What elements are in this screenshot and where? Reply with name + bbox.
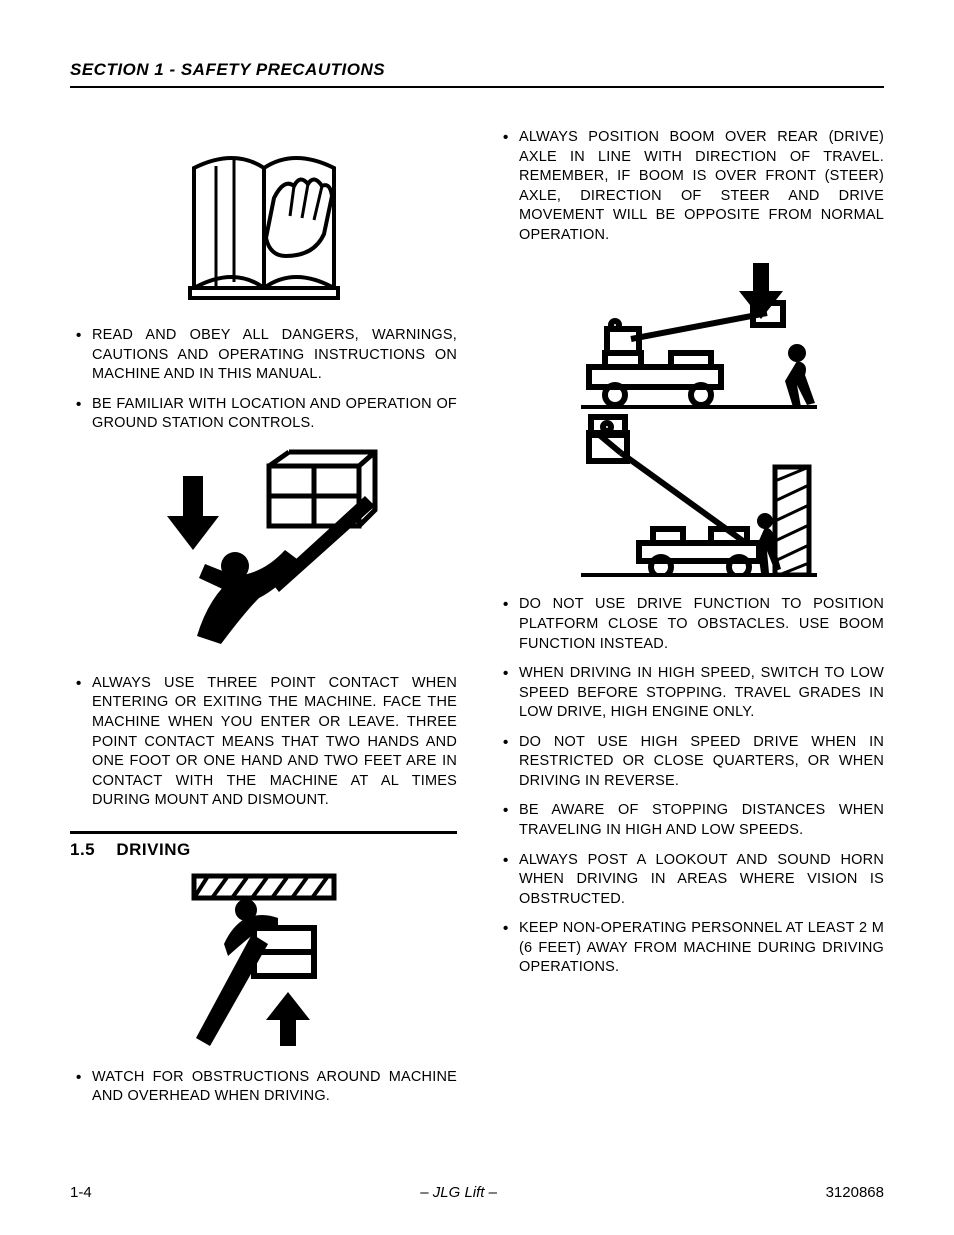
bullet-item: ALWAYS POST A LOOKOUT AND SOUND HORN WHE… [497,851,884,910]
bullet-item: KEEP NON-OPERATING PERSONNEL AT LEAST 2 … [497,919,884,978]
section-title: DRIVING [116,840,190,859]
section-header-text: SECTION 1 - SAFETY PRECAUTIONS [70,60,385,79]
figure-boom-forward-reverse [497,257,884,577]
footer-doc-number: 3120868 [826,1184,884,1201]
three-point-contact-icon [149,446,379,656]
overhead-hazard-icon [184,870,344,1050]
footer-brand: – JLG Lift – [420,1184,497,1201]
boom-forward-reverse-icon [561,257,821,577]
bullet-item: BE FAMILIAR WITH LOCATION AND OPERATION … [70,395,457,434]
bullet-item: READ AND OBEY ALL DANGERS, WARNINGS, CAU… [70,326,457,385]
bullet-item: ALWAYS POSITION BOOM OVER REAR (DRIVE) A… [497,128,884,245]
bullets-boom-position: ALWAYS POSITION BOOM OVER REAR (DRIVE) A… [497,128,884,245]
bullets-read-manual: READ AND OBEY ALL DANGERS, WARNINGS, CAU… [70,326,457,434]
figure-read-manual [70,138,457,308]
bullet-item: WATCH FOR OBSTRUCTIONS AROUND MACHINE AN… [70,1068,457,1107]
bullet-item: DO NOT USE DRIVE FUNCTION TO POSITION PL… [497,595,884,654]
figure-three-point-contact [70,446,457,656]
left-column: READ AND OBEY ALL DANGERS, WARNINGS, CAU… [70,128,457,1119]
bullet-item: WHEN DRIVING IN HIGH SPEED, SWITCH TO LO… [497,664,884,723]
right-column: ALWAYS POSITION BOOM OVER REAR (DRIVE) A… [497,128,884,1119]
section-number: 1.5 [70,840,95,859]
bullet-item: BE AWARE OF STOPPING DISTANCES WHEN TRAV… [497,801,884,840]
bullets-three-point: ALWAYS USE THREE POINT CONTACT WHEN ENTE… [70,674,457,811]
figure-overhead-crush [70,870,457,1050]
bullets-driving-overhead: WATCH FOR OBSTRUCTIONS AROUND MACHINE AN… [70,1068,457,1107]
section-header: SECTION 1 - SAFETY PRECAUTIONS [70,60,884,88]
footer-page-number: 1-4 [70,1184,92,1201]
section-1-5-heading: 1.5 DRIVING [70,831,457,860]
open-book-hand-icon [174,138,354,308]
page-footer: 1-4 – JLG Lift – 3120868 [70,1184,884,1201]
page: SECTION 1 - SAFETY PRECAUTIONS [0,0,954,1235]
two-column-layout: READ AND OBEY ALL DANGERS, WARNINGS, CAU… [70,128,884,1119]
bullets-driving-rules: DO NOT USE DRIVE FUNCTION TO POSITION PL… [497,595,884,978]
bullet-item: DO NOT USE HIGH SPEED DRIVE WHEN IN REST… [497,733,884,792]
bullet-item: ALWAYS USE THREE POINT CONTACT WHEN ENTE… [70,674,457,811]
